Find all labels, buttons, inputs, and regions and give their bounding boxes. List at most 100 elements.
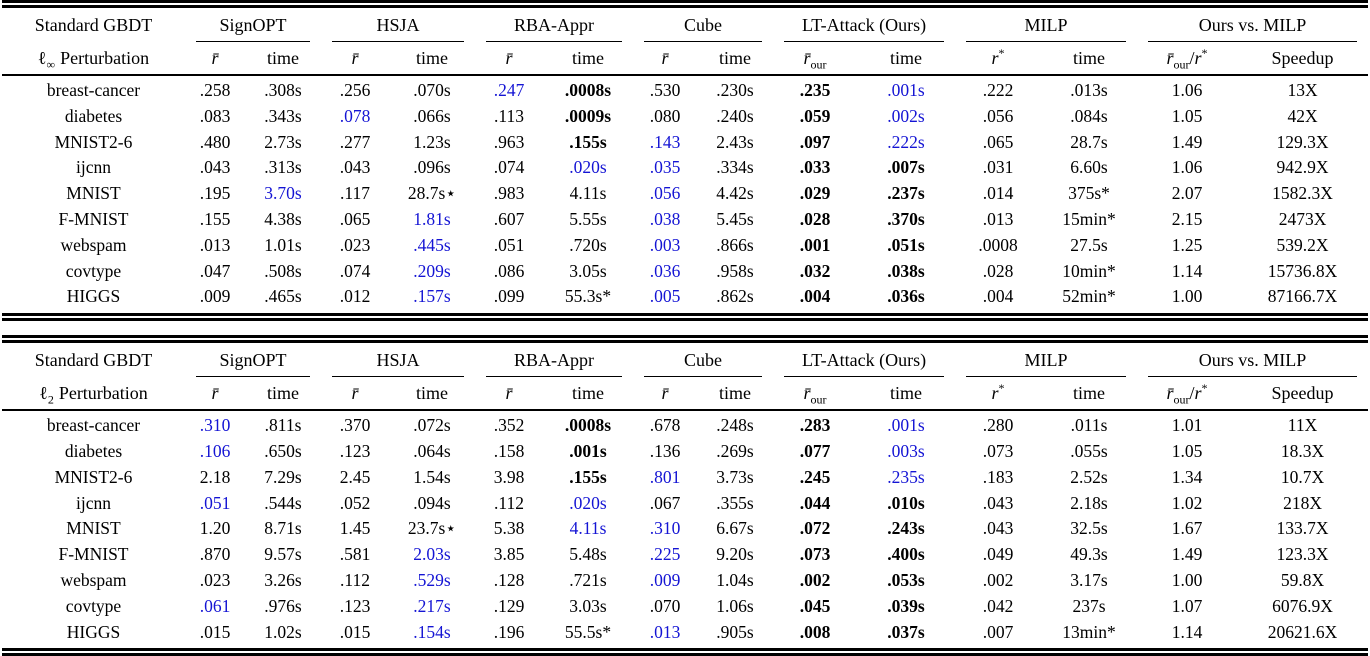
value-cell: .143	[649, 131, 681, 152]
group-signopt: SignOPT	[185, 8, 321, 43]
value-cell: 52min*	[1062, 286, 1116, 307]
value-cell: .269s	[716, 440, 754, 461]
value-cell: 1.06s	[716, 595, 754, 616]
value-cell: .078	[339, 105, 371, 126]
value-cell: .310	[199, 415, 231, 436]
value-cell: .370	[339, 415, 371, 436]
value-cell: .015	[199, 621, 231, 642]
table-row: ijcnn .043 .313s .043 .096s .074 .020s .035 .334…	[2, 155, 1368, 181]
value-cell: 3.05s	[569, 260, 607, 281]
norm-subscript: 2	[47, 392, 54, 407]
value-cell: .247	[493, 80, 525, 100]
value-cell: .002s	[887, 105, 925, 126]
group-ours-vs-milp: Ours vs. MILP	[1137, 343, 1368, 378]
value-cell: 6.60s	[1070, 157, 1108, 178]
col-cube-time: time	[697, 378, 774, 412]
value-cell: .370s	[887, 208, 925, 229]
value-cell: .400s	[887, 544, 925, 565]
value-cell: .064s	[413, 440, 451, 461]
value-cell: .055s	[1070, 440, 1108, 461]
value-cell: 2473X	[1278, 208, 1327, 229]
value-cell: 28.7s	[1070, 131, 1108, 152]
value-cell: .044	[799, 492, 831, 513]
col-milp-r-star: r*	[955, 378, 1042, 412]
value-cell: .248s	[716, 415, 754, 436]
col-rba-time: time	[543, 43, 634, 76]
value-cell: .043	[982, 518, 1014, 539]
value-cell: .013	[649, 621, 681, 642]
value-cell: 2.52s	[1070, 466, 1108, 487]
value-cell: 6.67s	[716, 518, 754, 539]
value-cell: .042	[982, 595, 1014, 616]
value-cell: 1.20	[199, 518, 231, 539]
value-cell: .209s	[413, 260, 451, 281]
value-cell: .256	[339, 80, 371, 100]
value-cell: 1.45	[339, 518, 371, 539]
value-cell: .811s	[264, 415, 302, 436]
value-cell: .001s	[569, 440, 607, 461]
value-cell: .343s	[264, 105, 302, 126]
col-signopt-time: time	[245, 43, 321, 76]
value-cell: 129.3X	[1276, 131, 1329, 152]
value-cell: .020s	[569, 492, 607, 513]
value-cell: .043	[982, 492, 1014, 513]
value-cell: 3.17s	[1070, 569, 1108, 590]
table-row: MNIST 1.20 8.71s 1.45 23.7s⋆ 5.38 4.11s .310 6.6…	[2, 516, 1368, 542]
value-cell: .086	[493, 260, 525, 281]
value-cell: 218X	[1283, 492, 1322, 513]
value-cell: .037s	[887, 621, 925, 642]
value-cell: .004	[799, 286, 831, 307]
value-cell: .240s	[716, 105, 754, 126]
value-cell: .023	[339, 234, 371, 255]
value-cell: .003s	[887, 440, 925, 461]
dataset-name: covtype	[65, 260, 122, 281]
value-cell: .067	[649, 492, 681, 513]
value-cell: .905s	[716, 621, 754, 642]
value-cell: .112	[494, 492, 524, 513]
value-cell: 4.11s	[569, 518, 607, 539]
value-cell: 133.7X	[1276, 518, 1329, 539]
value-cell: .129	[493, 595, 525, 616]
value-cell: 7.29s	[264, 466, 302, 487]
value-cell: 1.06	[1171, 80, 1203, 100]
value-cell: .002	[799, 569, 831, 590]
value-cell: .157s	[413, 286, 451, 307]
table-body-l2: breast-cancer .310 .811s .370 .072s .352 .0008…	[2, 410, 1368, 648]
value-cell: .051	[493, 234, 525, 255]
dataset-name: covtype	[65, 595, 122, 616]
value-cell: .0008s	[564, 415, 612, 436]
value-cell: .581	[339, 544, 371, 565]
table-row: breast-cancer .258 .308s .256 .070s .247 .0008…	[2, 75, 1368, 104]
corner-title: Standard GBDT	[34, 15, 153, 35]
value-cell: .077	[799, 440, 831, 461]
col-rba-r: r̄	[475, 43, 544, 76]
value-cell: .155s	[569, 466, 607, 487]
dataset-name: MNIST	[66, 183, 121, 204]
value-cell: .036s	[887, 286, 925, 307]
dataset-name: diabetes	[64, 440, 123, 461]
value-cell: .112	[340, 569, 370, 590]
value-cell: 1.01	[1171, 415, 1203, 436]
value-cell: .097	[799, 131, 831, 152]
value-cell: 1.06	[1171, 157, 1203, 178]
value-cell: 27.5s	[1070, 234, 1108, 255]
value-cell: 23.7s⋆	[407, 518, 457, 539]
value-cell: 49.3s	[1070, 544, 1108, 565]
value-cell: .023	[199, 569, 231, 590]
value-cell: 1.14	[1171, 621, 1203, 642]
value-cell: .074	[493, 157, 525, 178]
value-cell: .008	[799, 621, 831, 642]
table-row: covtype .061 .976s .123 .217s .129 3.03s .070 1.…	[2, 594, 1368, 620]
value-cell: .136	[649, 440, 681, 461]
value-cell: .070	[649, 595, 681, 616]
value-cell: .066s	[413, 105, 451, 126]
value-cell: .073	[799, 544, 831, 565]
value-cell: .001	[799, 234, 831, 255]
subheader-row: ℓ∞ Perturbation r̄ time r̄ time r̄ time r…	[2, 43, 1369, 76]
value-cell: .308s	[264, 80, 302, 100]
value-cell: 1.07	[1171, 595, 1203, 616]
subheader-row: ℓ2 Perturbation r̄ time r̄ time r̄ time r…	[2, 378, 1369, 412]
corner-title: Standard GBDT	[34, 350, 153, 371]
dataset-name: breast-cancer	[46, 415, 141, 436]
value-cell: 1.02	[1171, 492, 1203, 513]
